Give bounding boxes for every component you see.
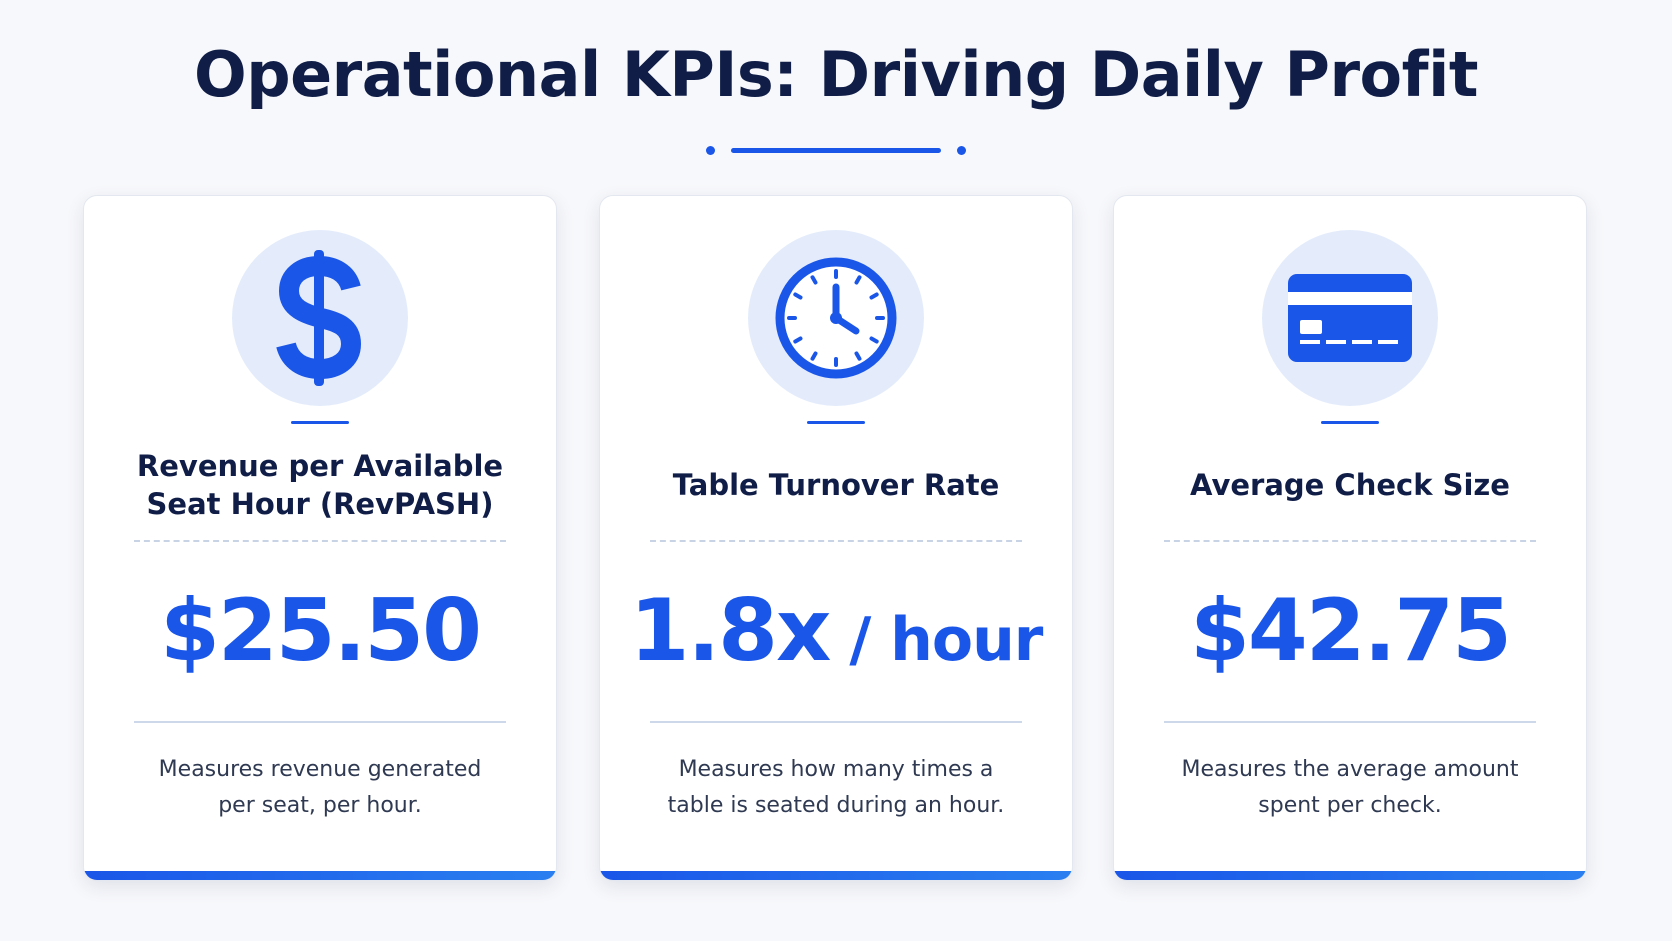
metric-value: $42.75 — [1124, 581, 1576, 690]
card-accent-bar — [84, 871, 556, 880]
solid-divider — [1164, 721, 1536, 723]
divider-dot-left — [706, 146, 715, 155]
metric-value-unit: / hour — [829, 605, 1043, 675]
card-accent-bar — [600, 871, 1072, 880]
metric-value: 1.8x / hour — [610, 581, 1062, 690]
metric-value-number: $25.50 — [160, 581, 482, 681]
divider-bar — [731, 148, 941, 153]
dashed-divider — [134, 540, 506, 542]
icon-underline — [807, 421, 865, 424]
dashed-divider — [650, 540, 1022, 542]
metric-title: Average Check Size — [1190, 468, 1510, 503]
metric-description: Measures the average amount spent per ch… — [1181, 757, 1519, 818]
icon-badge — [748, 230, 924, 406]
icon-badge — [232, 230, 408, 406]
icon-badge — [1262, 230, 1438, 406]
metric-description: Measures revenue generated per seat, per… — [158, 757, 482, 818]
solid-divider — [134, 721, 506, 723]
card-accent-bar — [1114, 871, 1586, 880]
divider-dot-right — [957, 146, 966, 155]
dollar-sign-icon — [276, 250, 362, 386]
credit-card-icon — [1288, 274, 1412, 362]
kpi-card-table-turnover: Table Turnover Rate 1.8x / hour Measures… — [599, 195, 1073, 881]
page-title: Operational KPIs: Driving Daily Profit — [193, 38, 1479, 111]
kpi-card-average-check: Average Check Size $42.75 Measures the a… — [1113, 195, 1587, 881]
metric-value-number: 1.8x — [629, 581, 832, 681]
title-divider — [706, 145, 966, 155]
metric-value: $25.50 — [94, 581, 546, 690]
kpi-card-revpash: Revenue per Available Seat Hour (RevPASH… — [83, 195, 557, 881]
clock-icon — [775, 257, 897, 379]
metric-value-number: $42.75 — [1190, 581, 1512, 681]
solid-divider — [650, 721, 1022, 723]
icon-underline — [291, 421, 349, 424]
metric-description: Measures how many times a table is seate… — [667, 757, 1005, 818]
icon-underline — [1321, 421, 1379, 424]
metric-title: Revenue per Available Seat Hour (RevPASH… — [136, 449, 504, 521]
dashed-divider — [1164, 540, 1536, 542]
metric-title: Table Turnover Rate — [672, 468, 1000, 503]
